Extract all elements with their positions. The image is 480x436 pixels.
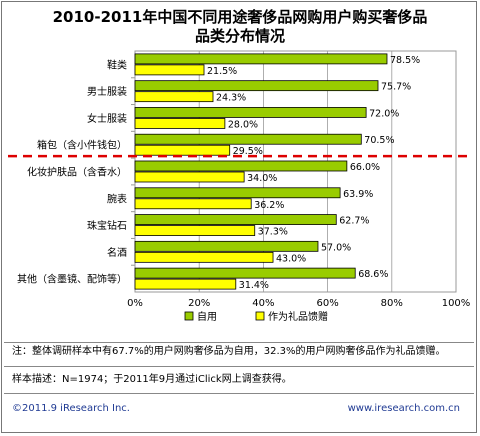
bar-self-use	[134, 240, 319, 252]
data-label: 24.3%	[216, 93, 246, 104]
category-label: 箱包（含小件钱包）	[37, 139, 127, 152]
category-label: 化妆护肤品（含香水）	[27, 166, 127, 179]
legend-label: 作为礼品馈赠	[268, 310, 328, 323]
category-label: 女士服装	[87, 112, 127, 125]
data-label: 70.5%	[364, 135, 394, 146]
separator-line	[4, 342, 474, 343]
chart-title-line2: 品类分布情况	[194, 27, 285, 45]
bar-gift	[134, 171, 245, 183]
note-text: 注：整体调研样本中有67.7%的用户网购奢侈品为自用，32.3%的用户网购奢侈品…	[12, 346, 446, 357]
category-label: 其他（含墨镜、配饰等）	[17, 273, 127, 286]
copyright-text: ©2011.9 iResearch Inc.	[12, 403, 130, 414]
data-label: 57.0%	[321, 242, 351, 253]
data-label: 62.7%	[339, 216, 369, 227]
data-label: 28.0%	[228, 119, 258, 130]
category-label: 腕表	[107, 192, 127, 205]
bar-self-use	[134, 80, 379, 92]
data-label: 34.0%	[247, 173, 277, 184]
x-tick-label: 60%	[316, 298, 338, 309]
chart-title-line1: 2010-2011年中国不同用途奢侈品网购用户购买奢侈品	[52, 8, 428, 26]
data-label: 43.0%	[276, 253, 306, 264]
bar-gift	[134, 225, 256, 236]
bar-gift	[134, 251, 274, 263]
data-label: 31.4%	[239, 280, 269, 291]
website-link[interactable]: www.iresearch.com.cn	[347, 403, 460, 414]
bar-gift	[134, 91, 214, 103]
data-label: 66.0%	[350, 162, 380, 173]
plot-area	[134, 50, 457, 293]
x-tick-label: 100%	[442, 298, 471, 309]
data-label: 37.3%	[258, 227, 288, 238]
category-label: 男士服装	[87, 85, 127, 98]
bar-gift	[134, 278, 237, 290]
data-label: 63.9%	[343, 189, 373, 200]
legend-label: 自用	[197, 310, 217, 323]
bar-self-use	[134, 187, 341, 199]
bar-chart: 0% 20% 40% 60% 80% 100% 鞋类 78.5% 21.5% 男士服装 75.7% 2…	[8, 50, 471, 323]
bar-gift	[134, 144, 231, 156]
bar-self-use	[134, 107, 367, 118]
bar-self-use	[134, 160, 348, 172]
x-tick-label: 0%	[127, 298, 143, 309]
sample-text: 样本描述：N=1974；于2011年9月通过iClick网上调查获得。	[12, 374, 292, 385]
category-label: 名酒	[107, 246, 127, 259]
legend-swatch-gift	[255, 311, 265, 321]
legend-swatch-self-use	[184, 311, 194, 321]
data-label: 36.2%	[254, 200, 284, 211]
bar-gift	[134, 64, 205, 76]
x-tick-label: 40%	[252, 298, 274, 309]
data-label: 75.7%	[381, 82, 411, 93]
category-label: 珠宝钻石	[87, 219, 127, 232]
data-label: 78.5%	[390, 55, 420, 66]
x-tick-label: 80%	[381, 298, 403, 309]
data-label: 21.5%	[207, 66, 237, 77]
separator-line	[4, 393, 474, 394]
bar-gift	[134, 118, 226, 129]
data-label: 72.0%	[369, 108, 399, 119]
data-label: 29.5%	[233, 146, 263, 157]
bar-self-use	[134, 133, 362, 145]
separator-line	[4, 366, 474, 367]
x-tick-label: 20%	[188, 298, 210, 309]
category-label: 鞋类	[107, 58, 127, 71]
data-label: 68.6%	[358, 269, 388, 280]
bar-self-use	[134, 267, 356, 279]
bar-self-use	[134, 53, 388, 65]
bar-gift	[134, 198, 252, 210]
bar-self-use	[134, 214, 337, 225]
